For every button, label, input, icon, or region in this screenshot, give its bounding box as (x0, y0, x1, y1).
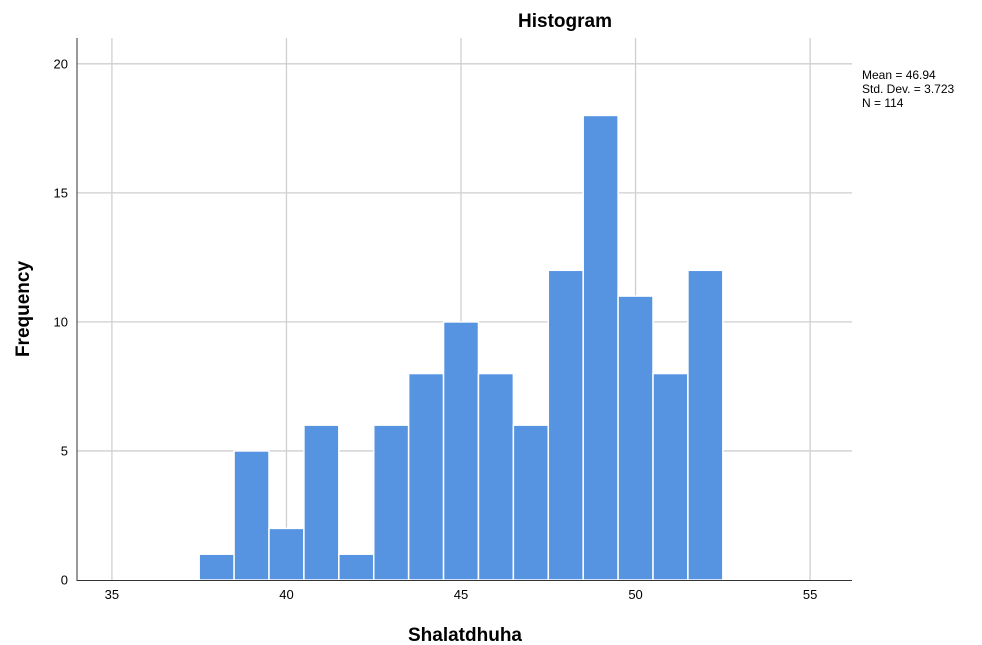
histogram-bar (198, 553, 235, 581)
histogram-bar (442, 321, 480, 581)
histogram-bar (687, 269, 724, 581)
stats-mean: Mean = 46.94 (862, 68, 936, 82)
y-axis-title: Frequency (13, 261, 34, 358)
stats-box: Mean = 46.94 Std. Dev. = 3.723 N = 114 (862, 68, 954, 110)
chart-title: Histogram (518, 11, 612, 32)
stats-n: N = 114 (862, 96, 904, 110)
y-tick-label: 5 (61, 443, 68, 458)
x-tick-label: 55 (803, 587, 817, 602)
stats-std-dev: Std. Dev. = 3.723 (862, 82, 954, 96)
histogram-bar (652, 372, 689, 581)
bars (198, 114, 724, 581)
histogram-bar (407, 372, 445, 581)
histogram-bar (582, 114, 619, 581)
histogram-bar (512, 424, 550, 581)
y-tick-label: 10 (54, 314, 68, 329)
histogram-bar (617, 295, 654, 581)
histogram-bar (477, 372, 515, 581)
y-tick-label: 0 (61, 573, 68, 588)
x-tick-label: 50 (628, 587, 642, 602)
y-tick-label: 20 (54, 56, 68, 71)
tick-labels: 35 40 45 50 55 0 5 10 15 20 (54, 56, 818, 602)
histogram-bar (372, 424, 410, 581)
x-tick-label: 40 (279, 587, 293, 602)
y-tick-label: 15 (54, 185, 68, 200)
histogram-bar (233, 450, 270, 581)
axes (76, 38, 852, 581)
histogram-bar (547, 269, 584, 581)
histogram-bar (268, 527, 305, 581)
histogram-bar (303, 424, 340, 581)
x-tick-label: 45 (454, 587, 468, 602)
x-tick-label: 35 (105, 587, 119, 602)
histogram-bar (338, 553, 375, 581)
x-axis-title: Shalatdhuha (408, 625, 522, 645)
